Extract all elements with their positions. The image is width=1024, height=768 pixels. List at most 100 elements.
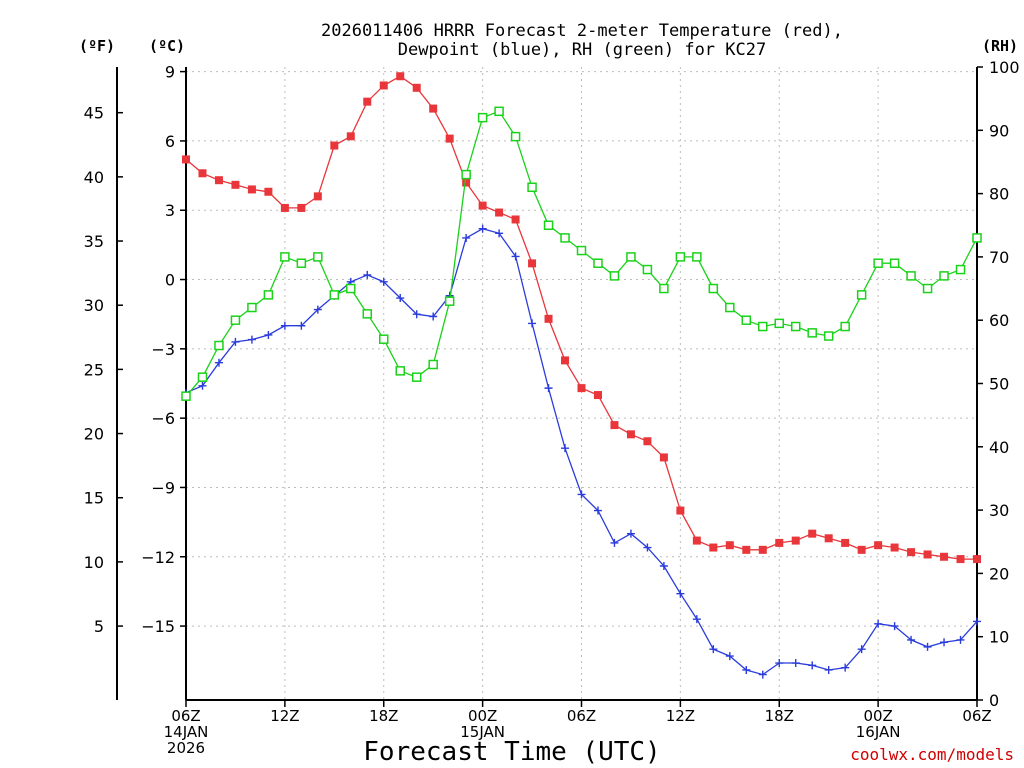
temperature-point [923,550,932,559]
rh-point [922,283,933,294]
rh-tick-label: 80 [989,185,1009,204]
dewpoint-point [593,506,602,515]
temperature-point [346,132,355,141]
celsius-tick-label: −6 [151,409,175,428]
fahrenheit-tick-label: 35 [84,232,104,251]
dewpoint-point [528,319,537,328]
x-tick-label: 12Z [666,707,695,725]
temperature-point [676,506,685,515]
dewpoint-point [857,645,866,654]
rh-point [758,321,768,332]
dewpoint-point [231,337,240,346]
x-tick-label: 18Z [369,707,398,725]
dewpoint-point [874,619,883,628]
rh-tick-label: 30 [989,501,1009,520]
dewpoint-point [692,615,701,624]
temperature-point [379,81,388,90]
x-tick-label: 06Z [171,707,200,725]
x-tick-label: 15JAN [460,723,505,741]
temperature-point [758,545,767,554]
temperature-point [742,545,751,554]
x-tick-label: 2026 [167,739,205,757]
rh-point [247,302,257,313]
axes: 9630−3−6−9−12−15454035302520151051009080… [84,58,1020,757]
fahrenheit-tick-label: 10 [84,553,104,572]
rh-point [593,258,603,268]
rh-point [510,131,521,142]
dewpoint-point [973,617,981,626]
celsius-tick-label: 6 [165,132,175,151]
dewpoint-point [297,321,306,330]
celsius-tick-label: 9 [165,63,175,82]
celsius-unit-label: (ºC) [149,37,185,55]
rh-point [494,106,504,117]
x-tick-label: 06Z [567,707,596,725]
fahrenheit-tick-label: 25 [84,360,104,379]
dewpoint-point [758,670,767,679]
temperature-point [363,97,372,106]
temperature-point [890,543,899,552]
dewpoint-point [478,224,487,233]
rh-point [790,321,801,332]
dewpoint-point [890,622,899,631]
rh-point [823,331,834,341]
rh-point [708,283,719,294]
temperature-point [214,176,223,185]
chart-title-line-1: 2026011406 HRRR Forecast 2-meter Tempera… [321,21,843,41]
series-dewpoint [182,224,981,679]
rh-point [972,233,982,243]
celsius-tick-label: 0 [165,271,175,290]
temperature-point [775,538,784,547]
credit-text: coolwx.com/models [850,745,1014,764]
rh-point [642,264,653,275]
rh-point [411,372,422,382]
dewpoint-point [462,233,471,242]
rh-point [889,258,900,268]
rh-point [856,290,867,300]
temperature-line [185,75,977,560]
fahrenheit-tick-label: 20 [84,425,104,444]
temperature-point [247,185,256,194]
rh-point [840,321,850,332]
temperature-point [528,259,537,268]
fahrenheit-tick-label: 15 [84,489,104,508]
temperature-point [841,538,850,547]
rh-tick-label: 40 [989,438,1009,457]
temperature-point [511,215,520,224]
dewpoint-point [923,642,932,651]
temperature-point [478,201,487,210]
dewpoint-point [429,312,438,321]
temperature-point [396,72,405,81]
rh-point [725,302,735,313]
x-tick-label: 00Z [863,707,892,725]
rh-point [626,252,636,262]
fahrenheit-tick-label: 30 [84,296,104,315]
rh-point [560,233,570,243]
rh-tick-label: 60 [989,311,1009,330]
temperature-point [956,555,965,564]
x-axis-label: Forecast Time (UTC) [363,737,660,767]
rh-tick-label: 0 [989,691,999,710]
dewpoint-point [198,381,207,390]
temperature-point [198,169,207,178]
temperature-point [280,203,289,212]
dewpoint-point [956,635,965,644]
rh-point [659,283,669,294]
fahrenheit-tick-label: 5 [94,617,104,636]
rh-point [807,328,817,338]
temperature-point [412,83,421,92]
dewpoint-point [561,444,570,453]
rh-point [609,271,620,281]
series-rh [181,106,982,401]
rh-point [675,252,686,262]
dewpoint-point [676,589,685,598]
rh-point [461,169,471,180]
rh-point [428,359,438,370]
x-tick-label: 06Z [962,707,991,725]
rh-point [395,366,405,376]
dewpoint-point [577,490,586,499]
dewpoint-point [709,645,718,654]
temperature-point [264,187,273,196]
rh-point [873,258,883,268]
